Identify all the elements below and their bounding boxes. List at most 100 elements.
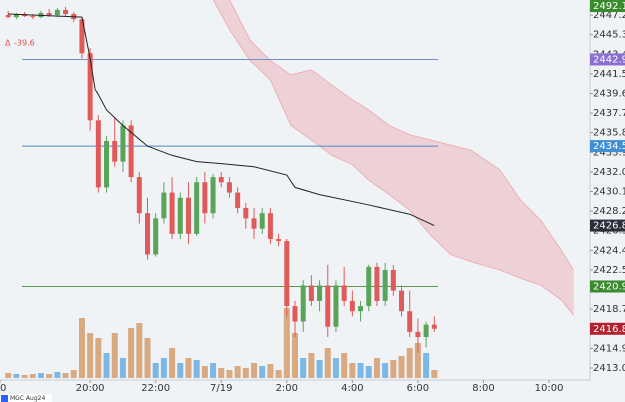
volume-bar [111, 333, 118, 378]
volume-bar [144, 338, 151, 378]
volume-bar [136, 323, 143, 378]
volume-bar [21, 375, 28, 378]
volume-bar [152, 363, 159, 378]
volume-bar [13, 374, 20, 378]
candle-body [333, 285, 339, 327]
candle-body [202, 182, 208, 214]
volume-bar [283, 308, 290, 378]
candle-body [13, 14, 19, 18]
cloud-edge [229, 0, 574, 271]
price-label-box [590, 53, 625, 66]
x-tick-label: 0 [0, 383, 6, 394]
volume-bar [169, 348, 176, 378]
candle-body [423, 324, 429, 338]
candle-body [30, 16, 36, 18]
price-label: 2434.5 [593, 141, 625, 152]
price-label-box [590, 322, 625, 335]
y-tick-label: 2441.5 [593, 69, 625, 80]
y-tick-label: 2413.0 [593, 363, 625, 374]
price-label: 2492.1 [593, 1, 625, 12]
candle-body [251, 218, 257, 229]
candle-body [382, 269, 388, 301]
x-tick-label: 22:00 [141, 383, 170, 394]
candle-body [185, 197, 191, 234]
cloud-edge [212, 0, 574, 316]
x-tick-label: 4:00 [341, 383, 363, 394]
volume-bar [29, 374, 36, 378]
y-tick-label: 2424.4 [593, 245, 625, 256]
volume-bar [119, 358, 126, 378]
volume-bar [201, 366, 208, 378]
candle-body [218, 177, 224, 183]
volume-bar [259, 366, 266, 378]
candle-body [349, 300, 355, 312]
candle-body [95, 120, 101, 188]
y-tick-label: 2432.0 [593, 167, 625, 178]
x-tick-label: 10:00 [535, 383, 564, 394]
volume-bar [185, 358, 192, 378]
volume-bar [398, 356, 405, 378]
symbol-badge[interactable] [0, 394, 52, 402]
candle-body [325, 285, 331, 327]
price-label-box [590, 0, 625, 12]
y-tick-label: 2447.2 [593, 10, 625, 21]
symbol-label: MGC Aug24 [10, 395, 45, 402]
price-label-box [590, 140, 625, 153]
x-tick-label: 7/19 [210, 383, 232, 394]
price-label-box [590, 280, 625, 293]
volume-bar [341, 353, 348, 378]
candle-body [145, 213, 150, 255]
y-tick-label: 2422.5 [593, 265, 625, 276]
candle-body [120, 125, 126, 162]
cloud-area [213, 0, 574, 316]
candle-body [5, 15, 11, 18]
candle-body [87, 53, 93, 121]
volume-bar [87, 333, 94, 378]
volume-bar [242, 368, 249, 378]
volume-bar [332, 358, 339, 378]
candle-body [390, 269, 396, 291]
volume-bar [300, 358, 307, 378]
volume-bar [160, 358, 167, 378]
volume-bar [218, 368, 225, 378]
candle-body [54, 9, 60, 16]
x-tick-label: 20:00 [76, 383, 105, 394]
candle-body [366, 266, 372, 307]
candle-body [317, 285, 323, 301]
y-tick-label: 2435.8 [593, 128, 625, 139]
symbol-icon [1, 395, 8, 402]
candle-body [308, 285, 314, 301]
candle-body [284, 241, 290, 307]
candle-body [79, 19, 85, 54]
volume-bar [267, 364, 274, 378]
candle-body [341, 285, 347, 301]
candle-body [243, 208, 249, 219]
volume-bar [357, 363, 364, 378]
volume-bar [103, 353, 110, 378]
y-tick-label: 2430.1 [593, 187, 625, 198]
candle-body [63, 9, 69, 15]
candle-body [267, 213, 273, 239]
x-tick-label: 2:00 [276, 383, 298, 394]
x-tick-label: 8:00 [472, 383, 494, 394]
candle-body [177, 197, 183, 234]
volume-bar [210, 363, 217, 378]
volume-bar [46, 374, 53, 378]
volume-bar [177, 363, 184, 378]
change-value: -39.6 [14, 39, 35, 48]
price-label: 2426.8 [593, 221, 625, 232]
price-label: 2442.9 [593, 54, 625, 65]
volume-bar [406, 348, 413, 378]
candle-body [300, 285, 306, 322]
volume-bar [308, 353, 315, 378]
volume-bar [390, 360, 397, 378]
volume-bar [292, 333, 298, 378]
price-label: 2420.9 [593, 281, 625, 292]
change-symbol: Δ [5, 39, 11, 48]
y-tick-label: 2428.2 [593, 206, 625, 217]
volume-bar [193, 360, 200, 378]
volume-bar [128, 328, 135, 378]
candle-body [161, 192, 167, 219]
candle-body [104, 140, 110, 188]
